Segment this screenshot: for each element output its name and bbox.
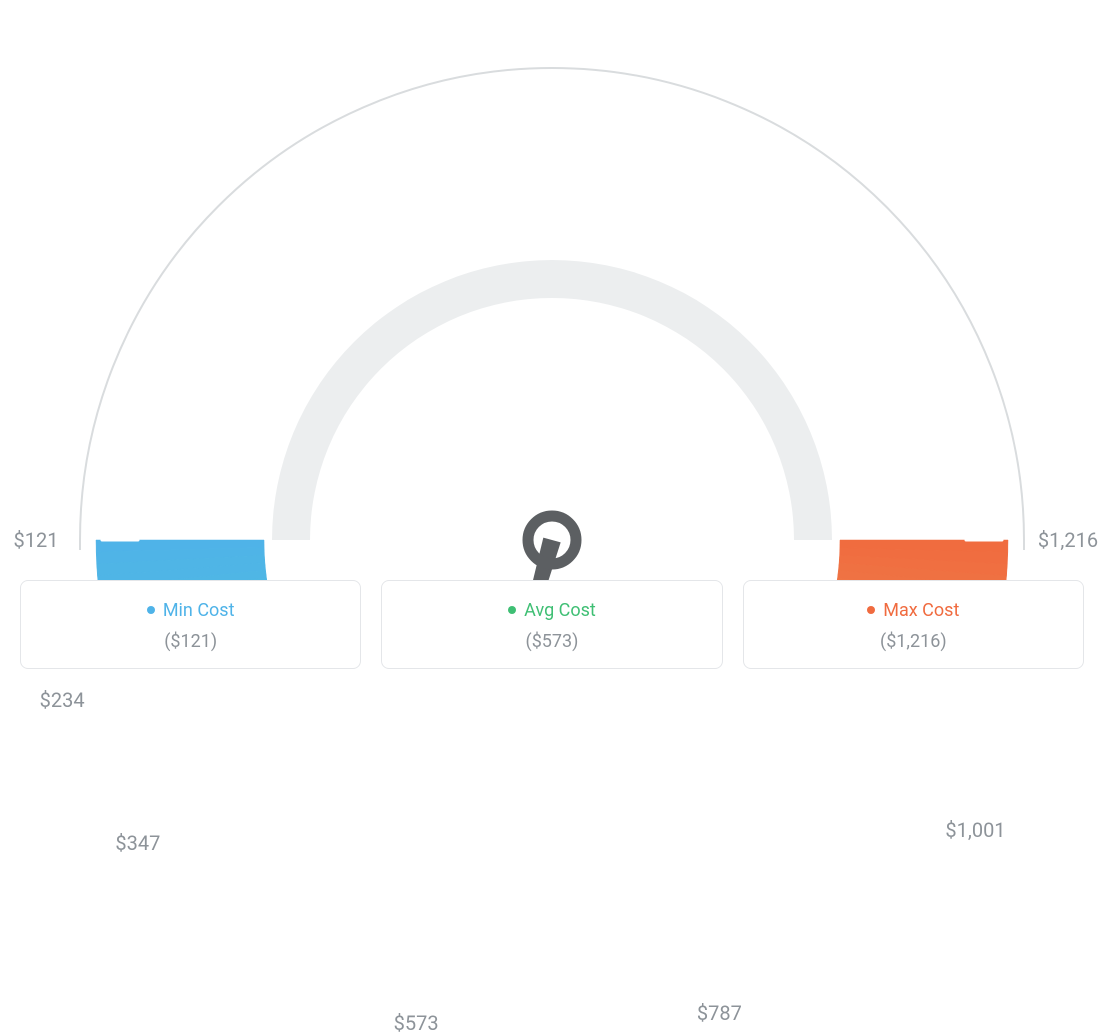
- legend-label-min: Min Cost: [163, 600, 235, 621]
- legend-card-max: Max Cost ($1,216): [743, 580, 1084, 669]
- legend-label-max: Max Cost: [883, 600, 959, 621]
- tick-label: $1,001: [945, 818, 1005, 842]
- legend-dot-max: [867, 606, 875, 614]
- legend-card-avg: Avg Cost ($573): [381, 580, 722, 669]
- outer-arc: [80, 68, 1024, 540]
- legend-value-max: ($1,216): [754, 631, 1073, 652]
- inner-ring: [272, 260, 832, 540]
- tick-label: $347: [115, 831, 160, 855]
- legend-label-avg: Avg Cost: [524, 600, 596, 621]
- legend-card-min: Min Cost ($121): [20, 580, 361, 669]
- gauge-svg: [20, 20, 1084, 580]
- legend-title-max: Max Cost: [867, 600, 959, 621]
- legend-title-avg: Avg Cost: [508, 600, 596, 621]
- legend-value-avg: ($573): [392, 631, 711, 652]
- legend-title-min: Min Cost: [147, 600, 235, 621]
- tick-label: $121: [14, 528, 59, 552]
- tick-label: $1,216: [1038, 528, 1098, 552]
- legend-row: Min Cost ($121) Avg Cost ($573) Max Cost…: [20, 580, 1084, 669]
- legend-value-min: ($121): [31, 631, 350, 652]
- cost-gauge-chart: $121$234$347$573$787$1,001$1,216: [20, 20, 1084, 580]
- legend-dot-min: [147, 606, 155, 614]
- legend-dot-avg: [508, 606, 516, 614]
- tick-label: $573: [394, 1011, 439, 1035]
- tick-label: $787: [697, 1001, 742, 1025]
- tick-label: $234: [40, 688, 85, 712]
